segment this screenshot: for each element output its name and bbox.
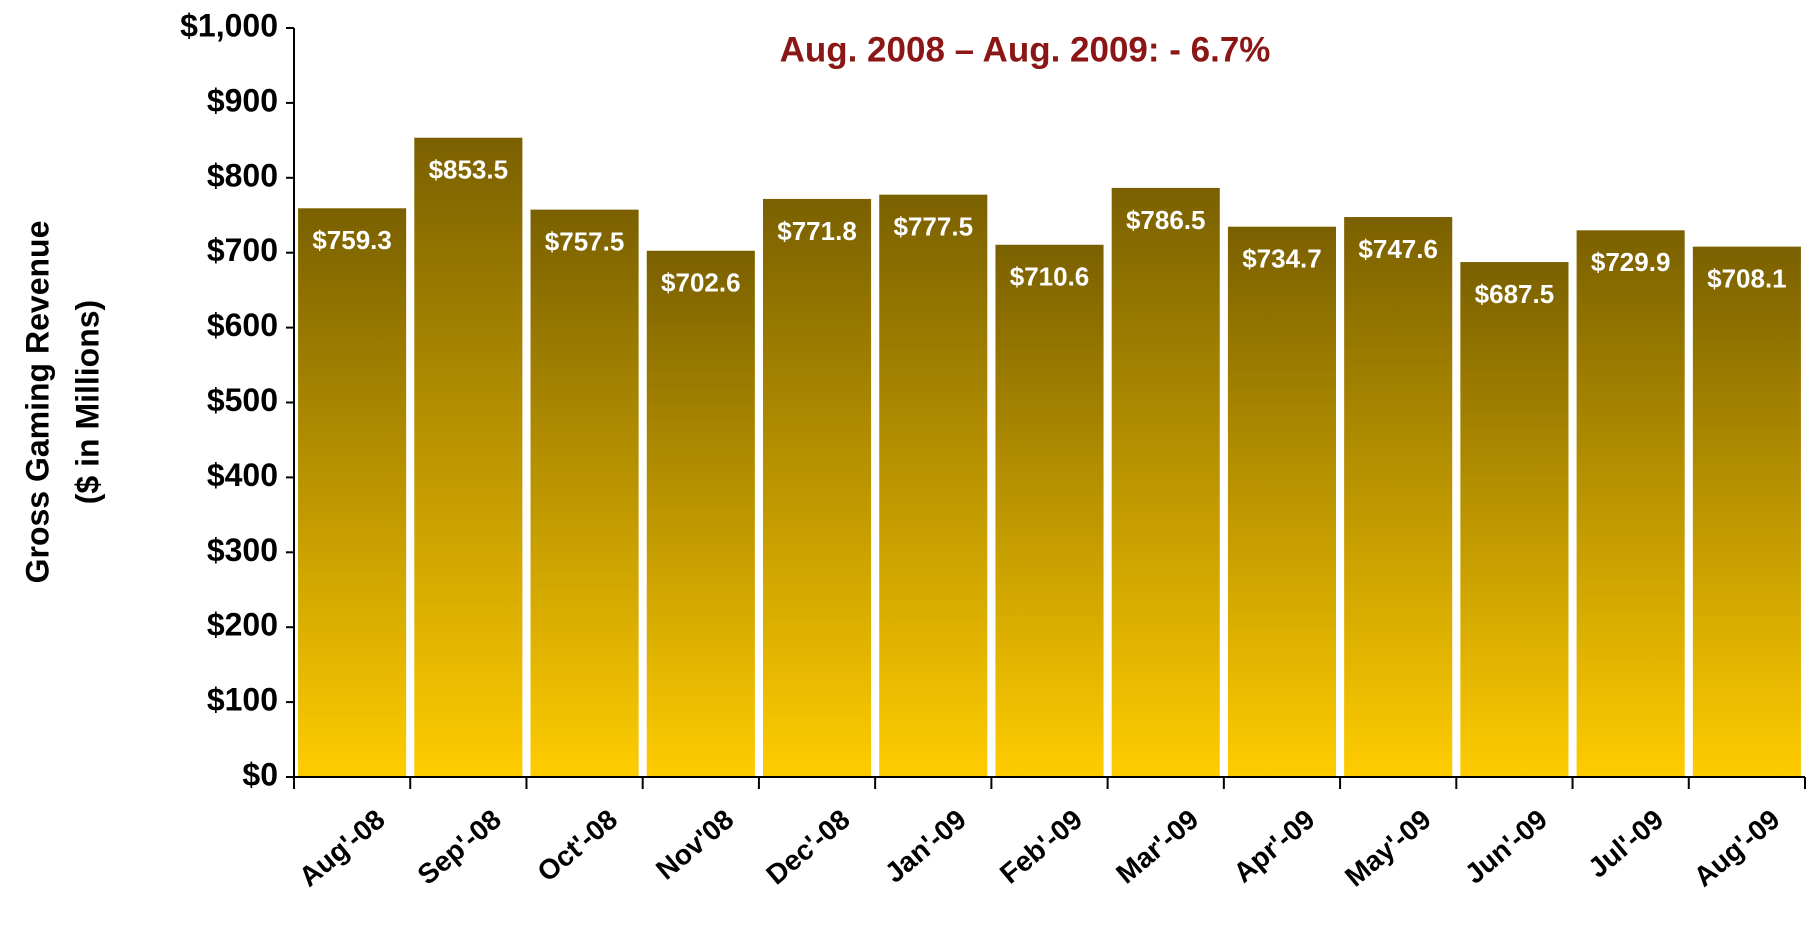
x-tick-label: Sep'-08 [412,804,507,891]
x-tick-label: Nov'08 [650,804,739,886]
y-tick-label: $0 [242,756,278,792]
bar [995,244,1104,777]
x-tick-label: Aug'-08 [293,804,391,893]
y-tick-label: $500 [207,382,278,418]
bar [762,198,872,777]
data-label: $771.8 [777,216,857,246]
y-tick-label: $200 [207,607,278,643]
y-tick-label: $400 [207,457,278,493]
x-tick-label: Jan'-09 [879,804,972,889]
y-tick-label: $100 [207,682,278,718]
y-tick-label: $600 [207,307,278,343]
x-tick-label: Dec'-08 [760,804,855,891]
y-tick-label: $300 [207,532,278,568]
data-label: $702.6 [661,268,741,298]
bar [530,209,639,777]
y-tick-label: $900 [207,82,278,118]
data-label: $759.3 [312,225,392,255]
x-tick-label: Aug'-09 [1688,804,1786,893]
data-label: $747.6 [1358,234,1438,264]
bar [298,208,407,777]
bar [646,250,755,778]
bar [414,137,523,777]
y-tick-label: $1,000 [180,7,278,43]
data-label: $777.5 [894,212,974,242]
data-label: $710.6 [1010,262,1090,292]
bar [1344,217,1453,777]
x-tick-label: Jun'-09 [1459,804,1553,890]
bar [1576,230,1685,777]
x-tick-label: Feb'-09 [994,804,1088,890]
bar [1227,226,1337,777]
x-tick-label: Jul'-09 [1582,804,1669,884]
data-label: $786.5 [1126,205,1206,235]
y-tick-label: $700 [207,232,278,268]
bar [1692,246,1801,777]
data-label: $729.9 [1591,247,1671,277]
y-axis-label: ($ in Millions) [69,300,105,504]
bar [879,194,988,778]
x-tick-label: Mar'-09 [1110,804,1204,890]
y-tick-label: $800 [207,157,278,193]
bar [1460,262,1569,777]
bar [1111,187,1220,777]
data-label: $687.5 [1475,279,1555,309]
data-label: $757.5 [545,227,625,257]
x-tick-label: May'-09 [1339,804,1437,893]
x-tick-label: Oct'-08 [531,804,623,888]
y-axis-label: Gross Gaming Revenue [19,221,55,584]
annotation: Aug. 2008 – Aug. 2009: - 6.7% [780,30,1271,69]
data-label: $708.1 [1707,264,1787,294]
data-label: $734.7 [1242,244,1322,274]
x-tick-label: Apr'-09 [1228,804,1321,889]
data-label: $853.5 [429,155,509,185]
